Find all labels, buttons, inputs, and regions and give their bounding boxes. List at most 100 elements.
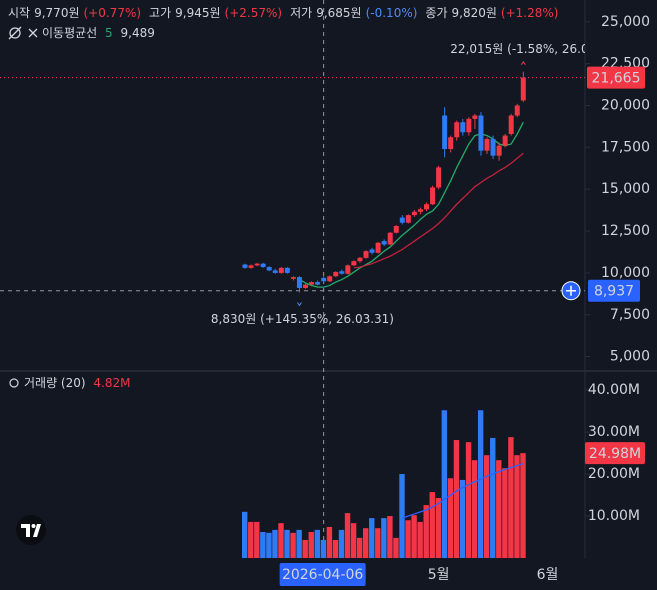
crosshair-price-label: 8,937 — [594, 284, 634, 300]
volume-bar — [502, 468, 508, 558]
candle-body — [490, 138, 496, 156]
volume-bar — [520, 453, 526, 558]
candle-body — [478, 115, 484, 151]
volume-bar — [296, 529, 302, 558]
candle-body — [411, 211, 417, 216]
candle-body — [508, 115, 514, 134]
volume-bar — [284, 529, 290, 558]
volume-bar — [484, 455, 490, 558]
volume-bar — [254, 521, 260, 558]
moving-average-line — [353, 152, 524, 269]
header-label: 저가 — [290, 6, 312, 20]
volume-bar — [314, 529, 320, 558]
volume-tick-label: 10.00M — [588, 508, 640, 524]
volume-bar — [490, 437, 496, 558]
logo — [16, 515, 46, 545]
overlay: 25,00022,50020,00017,50015,00012,50010,0… — [279, 14, 650, 586]
high-marker — [520, 60, 526, 66]
last-volume-box — [585, 442, 645, 465]
volume-bar — [350, 523, 357, 558]
volume-legend: 거래량 (20) 4.82M — [24, 376, 130, 390]
candle-body — [248, 265, 254, 268]
header-change: (+2.57%) — [225, 6, 283, 20]
low-annotation: 8,830원 (+145.35%, 26.03.31) — [211, 312, 394, 326]
candle-body — [333, 272, 339, 277]
candle-body — [260, 263, 266, 268]
volume-bar — [453, 440, 460, 558]
candle-body — [315, 282, 321, 285]
volume-bar — [508, 437, 514, 558]
candle-body — [363, 251, 369, 258]
header-change: (+1.28%) — [501, 6, 559, 20]
volume-bar — [363, 528, 369, 558]
candle-body — [502, 135, 508, 146]
volume-legend-label: 거래량 (20) — [24, 376, 86, 390]
candle-body — [520, 77, 526, 101]
volume-bar — [496, 460, 502, 558]
volume-bar — [290, 532, 296, 558]
y-tick-label: 17,500 — [601, 139, 650, 155]
last-price-box — [587, 66, 645, 89]
volume-legend-value: 4.82M — [93, 376, 130, 390]
volume-bar — [381, 518, 387, 558]
eye-icon[interactable] — [9, 27, 21, 39]
header-change: (-0.10%) — [366, 6, 418, 20]
candle-body — [442, 115, 448, 150]
x-tick-label: 6월 — [537, 567, 559, 583]
volume-tick-label: 30.00M — [588, 424, 640, 440]
header-value: 9,685원 — [316, 6, 361, 20]
candle-body — [357, 257, 363, 262]
y-tick-label: 25,000 — [601, 14, 650, 30]
candle-body — [296, 277, 302, 288]
close-icon[interactable] — [28, 28, 38, 38]
candle-body — [466, 118, 472, 133]
candle-body — [369, 249, 375, 253]
volume-bar — [248, 521, 254, 558]
indicator-legend: 이동평균선 5 9,489 — [42, 26, 155, 40]
candle-body — [496, 145, 502, 156]
candle-body — [290, 277, 296, 279]
header-label: 종가 — [425, 6, 447, 20]
y-tick-label: 20,000 — [601, 97, 650, 113]
candle-body — [303, 284, 308, 288]
volume-bar — [423, 505, 429, 558]
volume-bar — [399, 474, 405, 558]
volume-bar — [447, 478, 454, 558]
volume-bar — [260, 531, 266, 558]
candle-body — [351, 261, 357, 266]
volume-bar — [435, 497, 441, 558]
candle-body — [405, 215, 411, 223]
y-tick-label: 5,000 — [610, 349, 650, 365]
volume-icon[interactable] — [9, 378, 19, 388]
candle-body — [460, 122, 466, 133]
volume-bar — [459, 479, 466, 558]
moving-average-line — [299, 121, 524, 288]
high-annotation: 22,015원 (-1.58%, 26.05.2 — [450, 42, 607, 56]
y-tick-label: 10,000 — [601, 265, 650, 281]
volume-bar — [302, 539, 308, 558]
y-tick-label: 7,500 — [610, 307, 650, 323]
volume-bar — [344, 513, 351, 558]
candle-body — [266, 267, 272, 271]
crosshair-date-box — [279, 563, 366, 586]
ohlc-header: 시작 9,770원 (+0.77%) 고가 9,945원 (+2.57%) 저가 9,685원… — [8, 6, 558, 20]
volume-bar — [387, 516, 393, 558]
candle-body — [339, 271, 345, 274]
candle-body — [393, 226, 399, 233]
candle-body — [327, 276, 333, 282]
candle-body — [472, 115, 478, 119]
logo-dot — [31, 524, 36, 528]
volume-bar — [465, 442, 472, 558]
volume-bar — [356, 537, 363, 558]
volume-bar — [477, 410, 484, 558]
volume-bar — [405, 520, 411, 558]
volume-bar — [369, 518, 375, 558]
y-tick-label: 12,500 — [601, 223, 650, 239]
crosshair-price-box — [588, 279, 640, 302]
indicator-param: 5 — [105, 26, 113, 40]
volume-bar — [417, 521, 423, 558]
candle-body — [399, 217, 405, 223]
volume-bar — [332, 539, 339, 558]
